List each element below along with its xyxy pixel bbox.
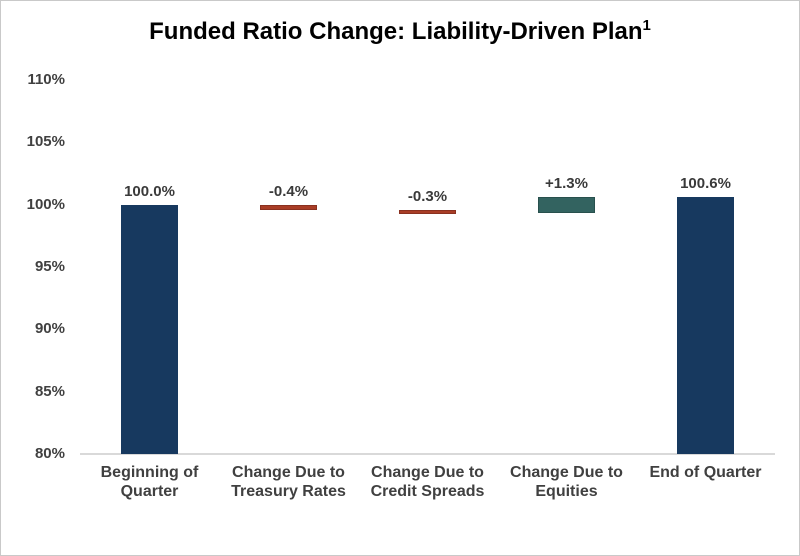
chart-title-footnote-marker: 1 [642, 17, 651, 34]
y-tick-110: 110% [27, 71, 65, 88]
bar-beginning-of-quarter [121, 204, 178, 454]
data-label-treasury-rates-change: -0.4% [268, 182, 309, 200]
x-label-equities-change: Change Due to Equities [510, 464, 623, 500]
chart-title: Funded Ratio Change: Liability-Driven Pl… [1, 17, 799, 46]
x-axis-line [80, 453, 775, 455]
y-tick-85: 85% [34, 382, 65, 400]
y-tick-80: 80% [34, 445, 65, 462]
x-label-end-of-quarter: End of Quarter [649, 464, 762, 481]
y-tick-100: 100% [26, 195, 65, 213]
chart-title-text: Funded Ratio Change: Liability-Driven Pl… [149, 18, 643, 45]
data-label-beginning-of-quarter: 100.0% [124, 182, 175, 200]
y-tick-95: 95% [34, 258, 65, 275]
bar-equities-change [538, 197, 595, 214]
data-label-equities-change: +1.3% [545, 175, 588, 193]
data-label-end-of-quarter: 100.6% [680, 175, 731, 193]
x-label-credit-spreads-change: Change Due to Credit Spreads [370, 464, 485, 500]
data-label-credit-spreads-change: -0.3% [407, 187, 448, 205]
x-label-treasury-rates-change: Change Due to Treasury Rates [231, 464, 346, 500]
bar-end-of-quarter [677, 197, 734, 454]
y-tick-105: 105% [26, 133, 65, 151]
bar-credit-spreads-change [399, 209, 456, 214]
y-tick-90: 90% [34, 320, 65, 338]
bar-treasury-rates-change [260, 204, 317, 210]
x-label-beginning-of-quarter: Beginning of Quarter [100, 464, 199, 500]
